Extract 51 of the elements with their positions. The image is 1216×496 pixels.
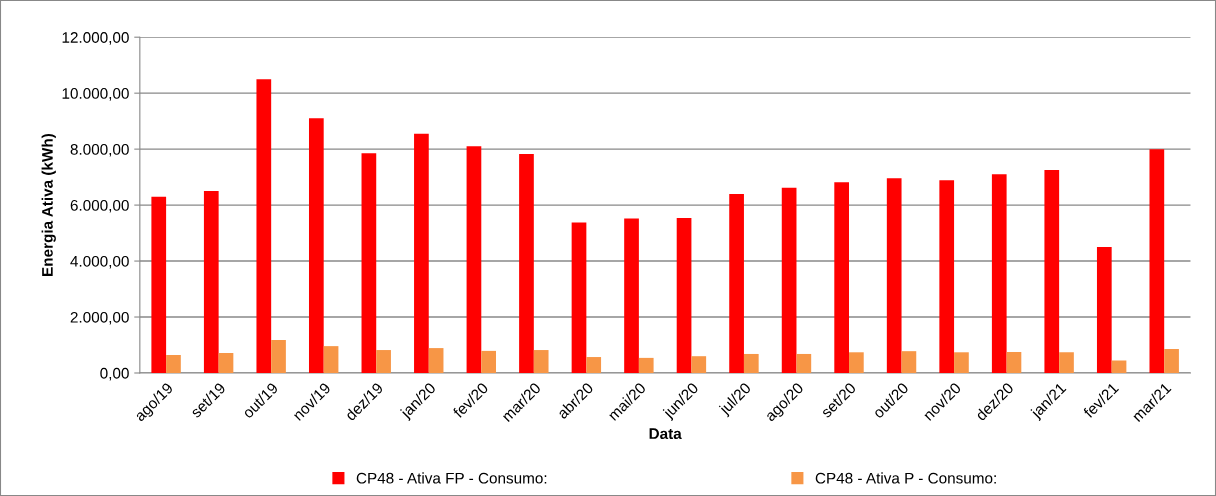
bar (729, 193, 744, 373)
bar (151, 196, 167, 373)
bar (428, 348, 444, 373)
bar (638, 357, 654, 373)
y-tick-label: 6.000,00 (70, 199, 129, 213)
bar (466, 146, 482, 373)
y-tick-label: 0,00 (100, 367, 129, 381)
bar (991, 174, 1007, 373)
bar (834, 182, 850, 373)
bar (376, 350, 391, 373)
bar (1096, 247, 1112, 373)
bar (781, 187, 797, 373)
bar (361, 153, 377, 373)
bar (1044, 170, 1060, 373)
y-tick-label: 10.000,00 (62, 88, 129, 101)
bar (218, 353, 234, 373)
bar (796, 353, 812, 373)
bar (571, 222, 587, 373)
bar (586, 357, 602, 373)
bar (166, 355, 181, 373)
bar (323, 346, 339, 373)
bar (1059, 352, 1074, 373)
y-tick-label: 12.000,00 (62, 32, 129, 45)
bar (308, 118, 324, 373)
bar (414, 133, 429, 373)
y-tick-label: 8.000,00 (70, 144, 129, 157)
legend-label: CP48 - Ativa P - Consumo: (815, 472, 996, 484)
bar (1164, 348, 1179, 373)
bar (886, 178, 902, 373)
bar (519, 153, 534, 373)
bar (481, 350, 496, 373)
y-axis-title: Energia Ativa (kWh) (41, 133, 56, 276)
bar (939, 180, 955, 373)
bar (954, 352, 969, 373)
bar (1149, 149, 1165, 373)
bar (849, 352, 864, 373)
y-tick-label: 4.000,00 (70, 255, 129, 269)
legend-label: CP48 - Ativa FP - Consumo: (356, 472, 547, 484)
bar (676, 217, 692, 373)
bar (1006, 352, 1022, 373)
bar (533, 350, 549, 373)
bar (203, 191, 219, 373)
bar (624, 218, 639, 373)
y-tick-label: 2.000,00 (70, 311, 129, 325)
bar (271, 339, 286, 373)
bar (256, 79, 272, 373)
x-axis-title: Data (649, 428, 682, 440)
bar (691, 356, 707, 373)
bar (901, 351, 917, 373)
bar (1111, 360, 1127, 373)
bar (743, 353, 759, 373)
